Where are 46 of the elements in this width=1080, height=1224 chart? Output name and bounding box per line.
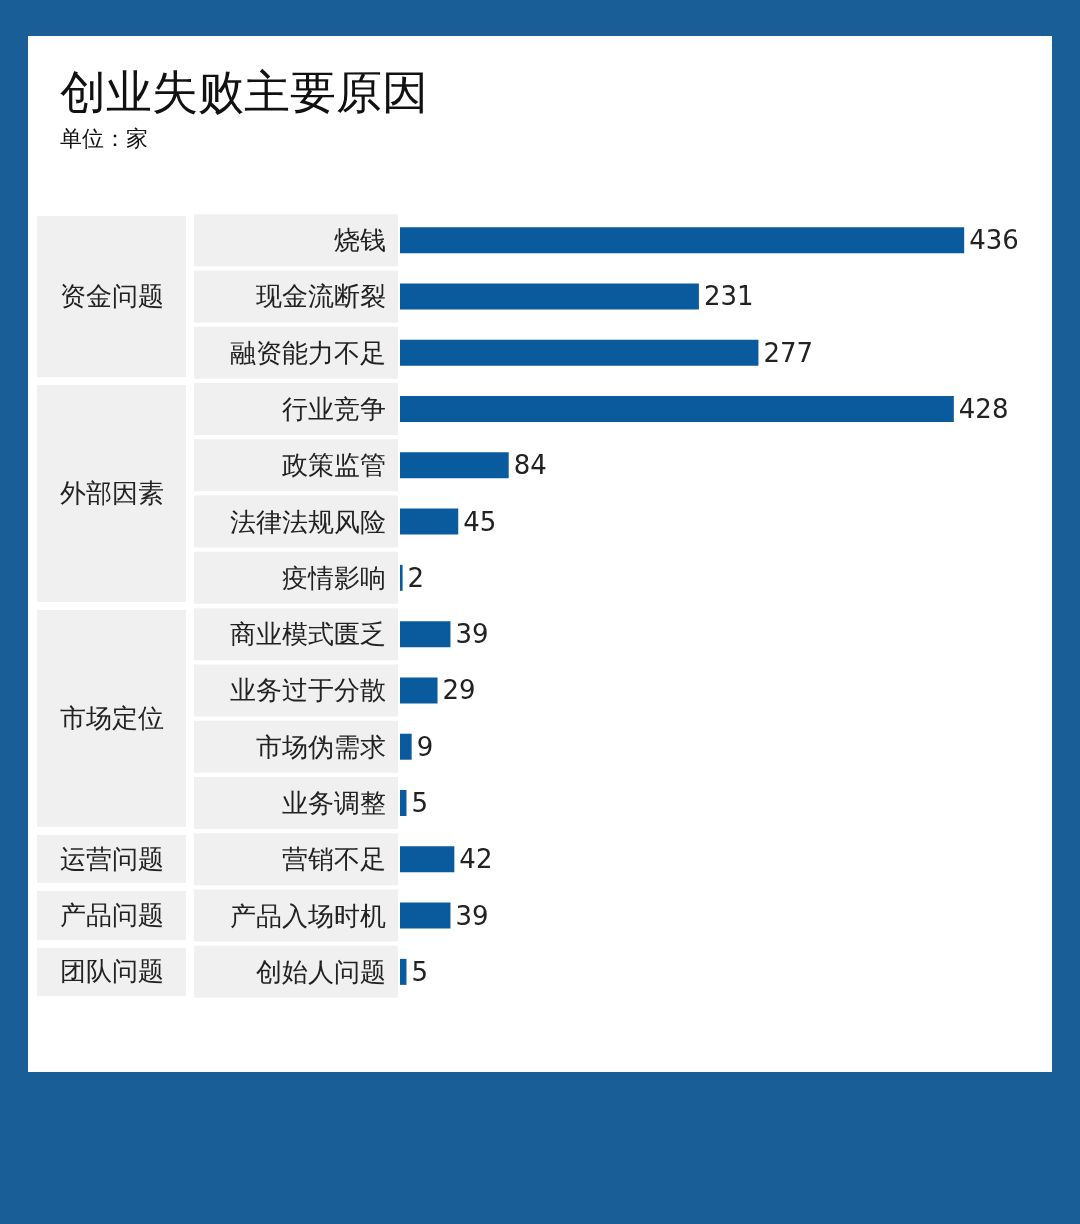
data-label: 29 bbox=[442, 675, 476, 706]
data-label: 231 bbox=[703, 281, 754, 312]
bar bbox=[400, 621, 451, 648]
y-tick-label: 现金流断裂 bbox=[256, 281, 386, 312]
y-tick-label: 烧钱 bbox=[334, 225, 386, 256]
bar bbox=[400, 508, 459, 535]
y-tick-label: 营销不足 bbox=[282, 844, 386, 875]
text: 产品问题 bbox=[37, 891, 186, 940]
bar bbox=[400, 733, 412, 760]
data-label: 277 bbox=[763, 337, 814, 368]
bar bbox=[400, 452, 509, 479]
y-tick-label: 法律法规风险 bbox=[230, 506, 386, 537]
data-label: 84 bbox=[513, 450, 547, 481]
y-tick-label: 商业模式匮乏 bbox=[230, 619, 386, 650]
y-tick-label: 疫情影响 bbox=[282, 562, 386, 593]
data-label: 5 bbox=[411, 788, 429, 818]
bar bbox=[400, 902, 451, 929]
bar bbox=[400, 790, 407, 816]
data-label: 5 bbox=[411, 956, 429, 987]
data-label: 39 bbox=[455, 900, 489, 931]
data-label: 42 bbox=[459, 844, 493, 875]
text: 单位：家 bbox=[60, 125, 148, 153]
data-label: 428 bbox=[958, 394, 1009, 424]
bar bbox=[400, 958, 407, 985]
data-label: 45 bbox=[463, 506, 497, 537]
bar bbox=[400, 846, 455, 873]
text: 市场定位 bbox=[37, 610, 186, 828]
text: 资金问题 bbox=[37, 216, 186, 377]
data-label: 436 bbox=[969, 225, 1019, 256]
y-tick-label: 行业竞争 bbox=[282, 394, 386, 424]
data-label: 9 bbox=[416, 731, 434, 762]
y-tick-label: 业务过于分散 bbox=[230, 675, 386, 706]
chart-title: 创业失败主要原因 bbox=[60, 64, 428, 121]
text: 运营问题 bbox=[37, 835, 186, 884]
y-tick-label: 创始人问题 bbox=[256, 956, 386, 987]
text: 外部因素 bbox=[37, 384, 186, 602]
text: 团队问题 bbox=[37, 947, 186, 996]
y-tick-label: 政策监管 bbox=[282, 450, 386, 481]
y-tick-label: 融资能力不足 bbox=[230, 337, 386, 368]
bar bbox=[400, 564, 403, 591]
data-label: 2 bbox=[407, 562, 425, 593]
y-tick-label: 市场伪需求 bbox=[256, 731, 386, 762]
bar bbox=[400, 677, 438, 704]
y-tick-label: 业务调整 bbox=[282, 788, 386, 818]
data-label: 39 bbox=[455, 619, 489, 650]
y-tick-label: 产品入场时机 bbox=[230, 900, 386, 931]
